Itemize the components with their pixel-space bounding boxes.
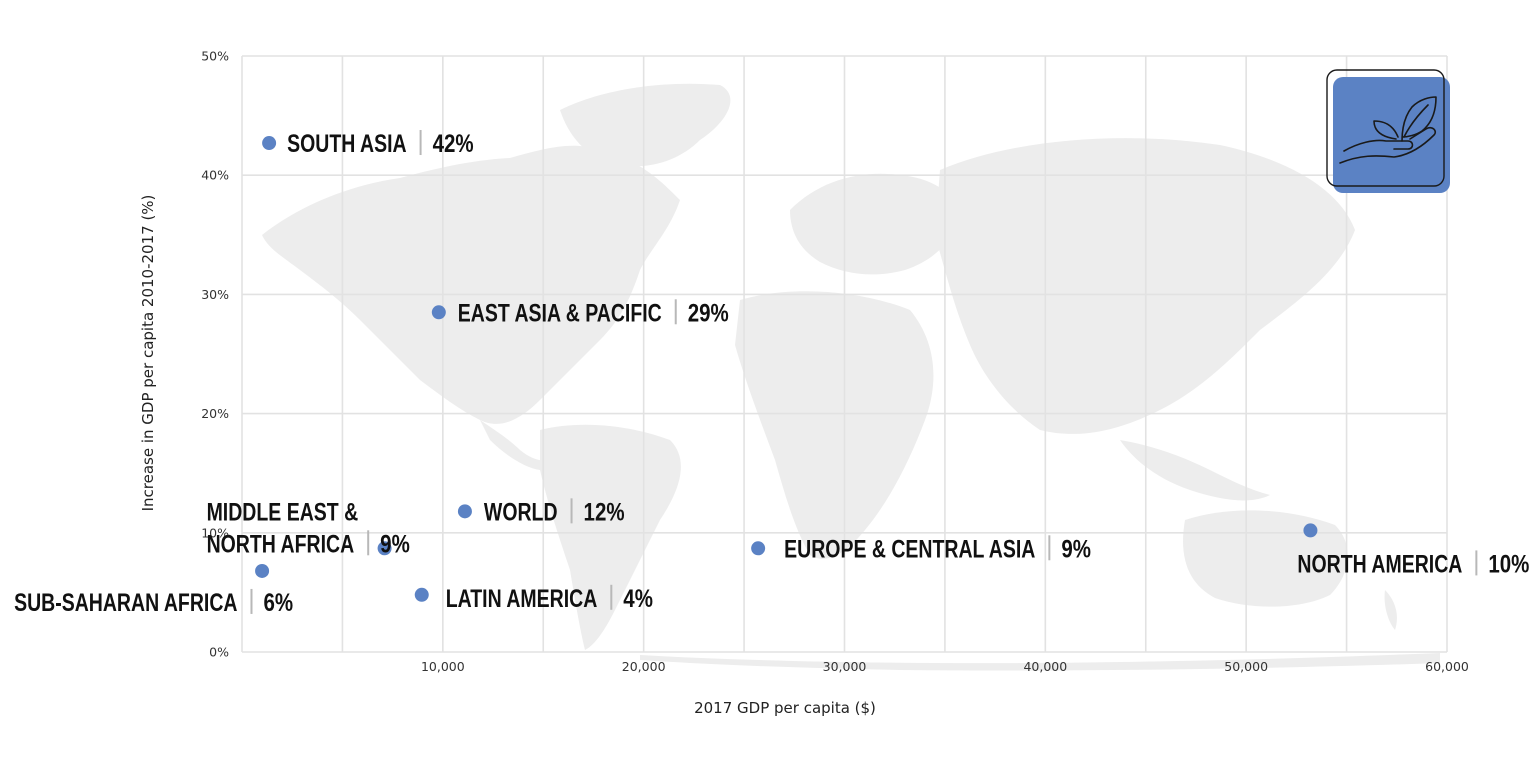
data-point-group-middle-east-north-africa: MIDDLE EAST & NORTH AFRICA 9% (207, 498, 410, 558)
y-tick-label: 0% (209, 645, 229, 660)
data-point-name: MIDDLE EAST & (207, 498, 359, 526)
y-tick-label: 30% (201, 287, 229, 302)
data-point-value: 9% (380, 529, 410, 557)
data-point-group-sub-saharan-africa: SUB-SAHARAN AFRICA 6% (14, 563, 293, 617)
data-point-group-north-america: NORTH AMERICA 10% (1297, 523, 1529, 578)
map-new-zealand (1384, 590, 1397, 630)
data-point-value: 6% (263, 588, 293, 616)
y-axis-title: Increase in GDP per capita 2010-2017 (%) (139, 195, 157, 512)
hand-plant-icon (1339, 96, 1437, 164)
data-point-name: NORTH AFRICA (207, 530, 355, 558)
y-tick-label: 40% (201, 168, 229, 183)
chart-data-points: SOUTH ASIA 42% EAST ASIA & PACIFIC 29% MIDDL… (14, 129, 1529, 616)
data-point-marker-south-asia (262, 136, 277, 151)
data-point-marker-world (457, 504, 472, 519)
data-point-group-europe-central-asia: EUROPE & CENTRAL ASIA 9% (751, 534, 1091, 563)
data-point-group-latin-america: LATIN AMERICA 4% (414, 584, 653, 612)
x-tick-label: 40,000 (1023, 659, 1067, 674)
map-central-america (480, 420, 548, 470)
data-point-value: 12% (584, 497, 625, 525)
y-tick-label: 10% (201, 525, 229, 540)
data-point-value: 10% (1488, 549, 1529, 577)
data-point-marker-middle-east-north-africa (377, 541, 392, 556)
y-tick-label: 50% (201, 49, 229, 64)
data-point-group-east-asia-pacific: EAST ASIA & PACIFIC 29% (431, 298, 729, 327)
plant-badge (1326, 69, 1450, 193)
data-point-value: 42% (433, 129, 474, 157)
data-point-value: 9% (1061, 534, 1091, 562)
x-axis-title: 2017 GDP per capita ($) (694, 699, 876, 717)
badge-background (1333, 77, 1450, 193)
map-europe (790, 173, 960, 275)
map-south-america (540, 424, 681, 650)
map-africa (735, 291, 934, 559)
data-point-name: EAST ASIA & PACIFIC (458, 299, 662, 327)
data-point-value: 4% (623, 584, 653, 612)
y-tick-label: 20% (201, 406, 229, 421)
map-southeast-asia (1120, 440, 1270, 501)
badge-outline (1326, 69, 1445, 187)
data-point-name: NORTH AMERICA (1297, 550, 1462, 578)
world-map-background (262, 83, 1440, 671)
data-point-marker-north-america (1303, 523, 1318, 538)
x-tick-label: 10,000 (421, 659, 465, 674)
x-tick-label: 30,000 (823, 659, 867, 674)
x-tick-label: 60,000 (1425, 659, 1469, 674)
data-point-marker-europe-central-asia (751, 541, 766, 556)
data-point-name: EUROPE & CENTRAL ASIA (784, 535, 1035, 563)
data-point-name: WORLD (484, 498, 558, 526)
chart-axes: 2017 GDP per capita ($) Increase in GDP … (139, 49, 1469, 718)
data-point-value: 29% (688, 298, 729, 326)
x-tick-label: 50,000 (1224, 659, 1268, 674)
map-north-america (262, 145, 680, 424)
data-point-group-south-asia: SOUTH ASIA 42% (262, 129, 474, 158)
map-greenland (560, 83, 731, 167)
data-point-marker-sub-saharan-africa (255, 563, 270, 578)
data-point-group-world: WORLD 12% (457, 497, 625, 526)
data-point-name: LATIN AMERICA (446, 584, 598, 612)
data-point-name: SOUTH ASIA (287, 130, 406, 158)
x-tick-label: 20,000 (622, 659, 666, 674)
data-point-name: SUB-SAHARAN AFRICA (14, 589, 237, 617)
map-antarctica (640, 653, 1440, 671)
data-point-marker-latin-america (414, 587, 429, 602)
data-point-marker-east-asia-pacific (431, 305, 446, 320)
chart-gridlines (241, 55, 1448, 653)
